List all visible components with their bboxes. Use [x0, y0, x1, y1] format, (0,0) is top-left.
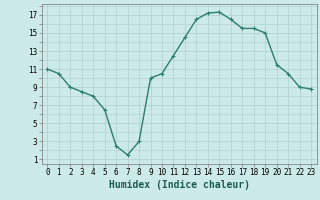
X-axis label: Humidex (Indice chaleur): Humidex (Indice chaleur)	[109, 180, 250, 190]
